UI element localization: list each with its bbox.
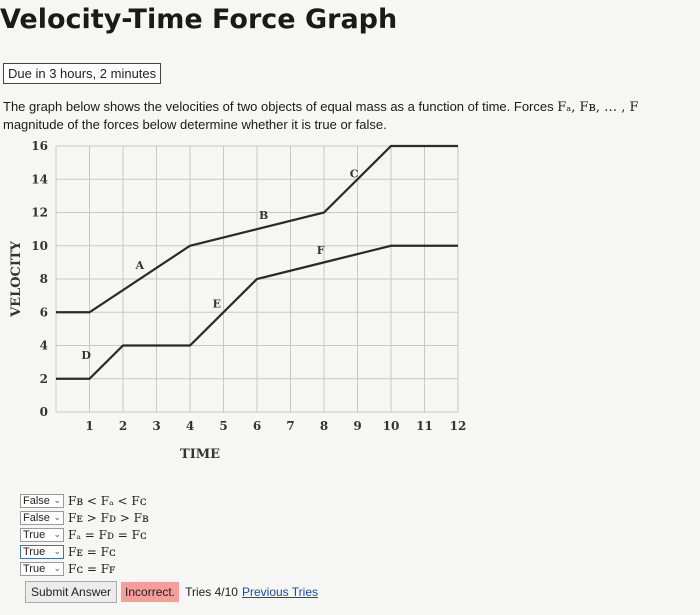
answer-row: False ⌄ Fᴇ > Fᴅ > Fʙ <box>20 509 149 526</box>
prompt-line-2: magnitude of the forces below determine … <box>3 117 387 132</box>
answer-select[interactable]: True ⌄ <box>20 561 64 576</box>
x-tick-label: 1 <box>85 419 93 433</box>
previous-tries-link[interactable]: Previous Tries <box>241 585 319 599</box>
answer-statement: Fᴄ = Fꜰ <box>68 561 116 576</box>
y-tick-label: 12 <box>31 206 48 220</box>
y-tick-label: 2 <box>40 372 48 386</box>
answer-select[interactable]: True ⌄ <box>20 527 64 542</box>
chevron-down-icon: ⌄ <box>53 562 61 573</box>
answer-select[interactable]: False ⌄ <box>20 493 64 508</box>
segment-label: F <box>317 244 325 257</box>
answer-statement: Fᴇ = Fᴄ <box>68 544 116 559</box>
x-tick-label: 3 <box>152 419 160 433</box>
y-tick-label: 16 <box>31 139 48 153</box>
series-line-1 <box>56 144 458 314</box>
answer-row: True ⌄ Fᴇ = Fᴄ <box>20 543 149 560</box>
answer-list: False ⌄ Fʙ < Fₐ < Fᴄ False ⌄ Fᴇ > Fᴅ > Fʙ … <box>20 492 149 577</box>
question-prompt: The graph below shows the velocities of … <box>3 98 700 133</box>
submit-bar: Submit Answer Incorrect. Tries 4/10 Prev… <box>25 581 318 603</box>
status-badge: Incorrect. <box>121 582 180 602</box>
answer-select-value: True <box>23 562 46 575</box>
page-title: Velocity-Time Force Graph <box>0 4 398 35</box>
segment-label: E <box>213 297 221 310</box>
x-tick-label: 5 <box>219 419 227 433</box>
answer-select-value: False <box>23 494 50 507</box>
x-tick-label: 6 <box>253 419 261 433</box>
answer-row: True ⌄ Fₐ = Fᴅ = Fᴄ <box>20 526 149 543</box>
answer-row: False ⌄ Fʙ < Fₐ < Fᴄ <box>20 492 149 509</box>
x-tick-label: 10 <box>383 419 400 433</box>
answer-statement: Fₐ = Fᴅ = Fᴄ <box>68 527 147 542</box>
answer-select-value: False <box>23 511 50 524</box>
chevron-down-icon: ⌄ <box>53 528 61 539</box>
y-tick-label: 0 <box>40 405 48 419</box>
chevron-down-icon: ⌄ <box>53 511 61 522</box>
x-tick-label: 7 <box>286 419 294 433</box>
y-tick-label: 14 <box>31 172 48 186</box>
x-tick-label: 9 <box>353 419 361 433</box>
answer-select-value: True <box>23 528 46 541</box>
segment-label: C <box>350 168 359 181</box>
x-tick-label: 12 <box>450 419 467 433</box>
segment-label: D <box>81 349 91 362</box>
y-tick-label: 8 <box>40 272 48 286</box>
segment-label: A <box>134 259 144 272</box>
prompt-line-1: The graph below shows the velocities of … <box>3 99 558 114</box>
prompt-forces: Fₐ, Fʙ, … , F <box>557 100 639 115</box>
x-axis-label: TIME <box>180 447 220 462</box>
x-tick-label: 4 <box>186 419 194 433</box>
tries-count: Tries 4/10 <box>185 585 238 599</box>
chevron-down-icon: ⌄ <box>53 545 61 556</box>
y-tick-label: 10 <box>31 239 48 253</box>
answer-statement: Fʙ < Fₐ < Fᴄ <box>68 493 147 508</box>
answer-select[interactable]: True ⌄ <box>20 544 64 559</box>
chevron-down-icon: ⌄ <box>53 494 61 505</box>
x-tick-label: 2 <box>119 419 127 433</box>
due-date-badge: Due in 3 hours, 2 minutes <box>3 63 162 84</box>
answer-statement: Fᴇ > Fᴅ > Fʙ <box>68 510 149 525</box>
x-tick-label: 8 <box>320 419 328 433</box>
answer-row: True ⌄ Fᴄ = Fꜰ <box>20 560 149 577</box>
y-axis-label: VELOCITY <box>9 240 24 318</box>
x-tick-label: 11 <box>416 419 433 433</box>
y-tick-label: 4 <box>40 339 48 353</box>
answer-select[interactable]: False ⌄ <box>20 510 64 525</box>
series-line-2 <box>56 244 458 380</box>
answer-select-value: True <box>23 545 46 558</box>
submit-answer-button[interactable]: Submit Answer <box>25 581 118 603</box>
y-tick-label: 6 <box>40 305 48 319</box>
segment-label: B <box>259 209 268 222</box>
